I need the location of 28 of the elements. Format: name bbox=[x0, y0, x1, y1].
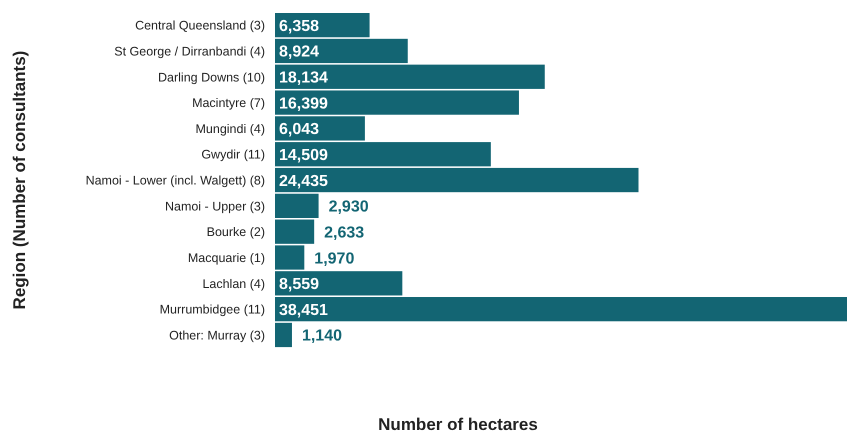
data-label: 18,134 bbox=[279, 70, 328, 87]
y-tick-label: Bourke (2) bbox=[206, 225, 265, 240]
data-label: 1,970 bbox=[314, 250, 354, 268]
y-tick-label: Namoi - Lower (incl. Walgett) (8) bbox=[86, 174, 265, 188]
y-tick-label: Mungindi (4) bbox=[196, 122, 265, 136]
x-axis-title: Number of hectares bbox=[378, 415, 538, 433]
y-tick-label: Namoi - Upper (3) bbox=[164, 199, 265, 214]
data-label: 2,633 bbox=[324, 224, 364, 242]
y-tick-label: Central Queensland (3) bbox=[135, 18, 265, 33]
data-label: 16,399 bbox=[279, 95, 328, 112]
y-tick-label: Lachlan (4) bbox=[202, 276, 265, 291]
y-tick-label: St George / Dirranbandi (4) bbox=[114, 44, 265, 58]
data-label: 14,509 bbox=[279, 146, 328, 164]
y-tick-label: Macquarie (1) bbox=[188, 251, 265, 266]
y-tick-label: Other: Murray (3) bbox=[169, 328, 265, 342]
data-label: 1,140 bbox=[302, 328, 342, 345]
data-label: 2,930 bbox=[328, 198, 369, 216]
data-label: 8,559 bbox=[279, 276, 320, 294]
data-label: 6,043 bbox=[279, 121, 320, 138]
y-axis-title: Region (Number of consultants) bbox=[10, 50, 29, 310]
data-label: 24,435 bbox=[279, 172, 328, 190]
data-label: 6,358 bbox=[279, 18, 320, 35]
data-label: 8,924 bbox=[279, 44, 320, 61]
y-tick-label: Macintyre (7) bbox=[192, 96, 265, 110]
y-tick-label: Murrumbidgee (11) bbox=[160, 302, 265, 317]
y-tick-label: Gwydir (11) bbox=[201, 148, 265, 162]
y-tick-label: Darling Downs (10) bbox=[158, 70, 265, 84]
data-label: 38,451 bbox=[279, 302, 328, 319]
